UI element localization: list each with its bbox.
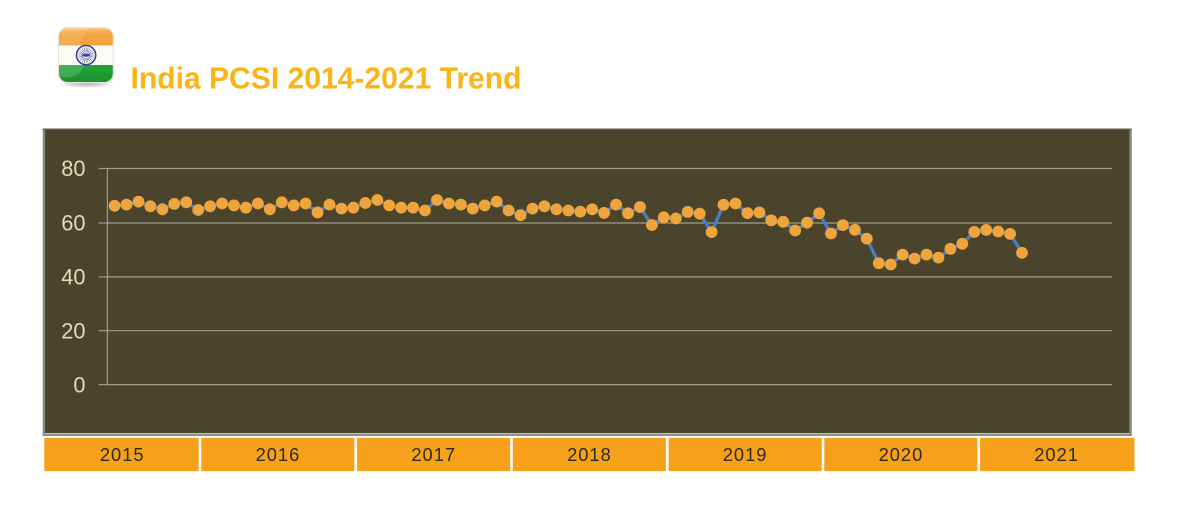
- svg-text:2015: 2015: [100, 444, 145, 465]
- svg-text:40: 40: [61, 265, 85, 290]
- svg-text:2017: 2017: [411, 444, 456, 465]
- svg-text:2021: 2021: [1034, 444, 1079, 465]
- svg-text:20: 20: [61, 318, 85, 343]
- svg-text:2016: 2016: [256, 444, 301, 465]
- svg-text:0: 0: [73, 372, 85, 397]
- svg-text:60: 60: [61, 211, 85, 236]
- svg-text:2019: 2019: [723, 444, 768, 465]
- svg-text:2018: 2018: [567, 444, 612, 465]
- svg-text:80: 80: [61, 156, 85, 181]
- svg-text:2020: 2020: [879, 444, 924, 465]
- svg-text:India PCSI 2014-2021 Trend: India PCSI 2014-2021 Trend: [131, 62, 522, 96]
